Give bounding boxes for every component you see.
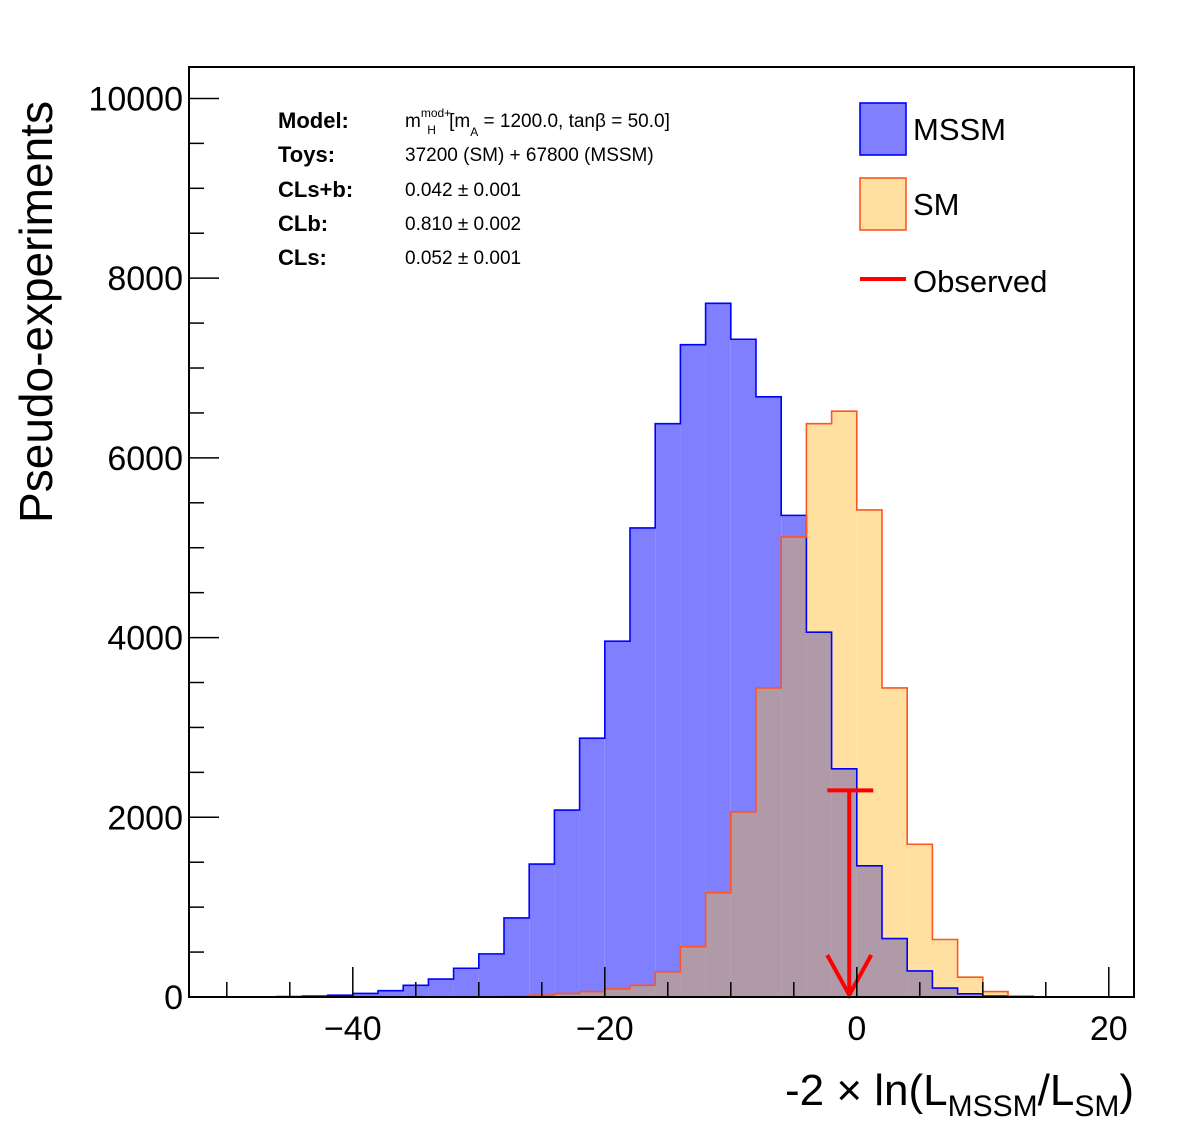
info-value-part: m <box>405 111 421 132</box>
mssm-bin <box>604 641 630 997</box>
info-key: CLb: <box>278 211 328 236</box>
mssm-bin <box>352 993 378 997</box>
overlap-bin <box>781 536 807 997</box>
legend-label: MSSM <box>913 112 1006 147</box>
info-value-part: mod+ <box>421 106 451 120</box>
mssm-bin <box>655 423 681 998</box>
y-tick-label: 0 <box>164 979 183 1017</box>
mssm-bin <box>680 344 706 997</box>
y-tick-label: 4000 <box>107 620 183 658</box>
mssm-bin <box>529 864 555 997</box>
y-tick-label: 10000 <box>88 80 183 118</box>
x-tick-label: −40 <box>324 1010 382 1048</box>
overlap-bin <box>756 687 782 997</box>
y-tick-label: 6000 <box>107 440 183 478</box>
mssm-bin <box>504 917 530 997</box>
x-tick-label: 0 <box>847 1010 866 1048</box>
y-tick-label: 8000 <box>107 260 183 298</box>
observed-arrowhead <box>825 954 873 1000</box>
info-key: Toys: <box>278 142 335 167</box>
info-key: Model: <box>278 108 349 133</box>
info-value: 0.810 ± 0.002 <box>405 214 521 235</box>
x-title-prefix: -2 × ln(L <box>785 1066 948 1115</box>
overlap-bin <box>579 991 605 997</box>
overlap-bin <box>730 811 756 997</box>
info-value: 0.052 ± 0.001 <box>405 248 521 269</box>
overlap-bin <box>705 892 731 997</box>
sm-outline <box>503 410 1034 997</box>
histogram-bins <box>276 302 1034 998</box>
x-axis-title: -2 × ln(LMSSM/LSM) <box>785 1066 1134 1123</box>
plot-frame <box>188 66 1135 998</box>
mssm-bin <box>630 527 656 997</box>
x-tick-label: −20 <box>576 1010 634 1048</box>
overlap-bin <box>882 938 908 997</box>
mssm-legend-swatch <box>859 102 907 156</box>
overlap-bin <box>831 768 857 997</box>
x-title-sub-sm: SM <box>1074 1090 1119 1123</box>
info-key: CLs: <box>278 245 327 270</box>
info-value: 37200 (SM) + 67800 (MSSM) <box>405 145 654 166</box>
mssm-bin <box>378 990 404 997</box>
mssm-bin <box>705 303 731 997</box>
x-title-suffix: ) <box>1119 1066 1134 1115</box>
mssm-bin <box>554 810 580 997</box>
x-title-sub-mssm: MSSM <box>948 1090 1038 1123</box>
mssm-bin <box>453 968 479 997</box>
info-box: Model: mmod+ H [mA = 1200.0, tanβ = 50.0] T… <box>278 106 670 270</box>
overlap-bin <box>554 993 580 997</box>
info-value-part: [m <box>444 111 470 132</box>
legend-label: Observed <box>913 264 1047 299</box>
mssm-bin <box>579 738 605 997</box>
y-tick-label: 2000 <box>107 799 183 837</box>
info-value-part: H <box>427 123 436 137</box>
y-axis-title: Pseudo-experiments <box>10 101 62 523</box>
overlap-bin <box>806 632 832 997</box>
sm-bin <box>957 977 983 997</box>
observed-marker <box>825 788 874 1000</box>
overlap-bin <box>680 946 706 997</box>
legend-label: SM <box>913 187 960 222</box>
mssm-bin <box>478 953 504 997</box>
x-title-mid: /L <box>1038 1066 1075 1115</box>
sm-legend-swatch <box>859 177 907 231</box>
sm-bin <box>982 991 1008 997</box>
overlap-bin <box>604 988 630 997</box>
x-tick-label: 20 <box>1090 1010 1128 1048</box>
info-value: mmod+ H [mA = 1200.0, tanβ = 50.0] <box>405 106 670 139</box>
info-value: 0.042 ± 0.001 <box>405 180 521 201</box>
overlap-bin <box>630 985 656 997</box>
info-key: CLs+b: <box>278 177 353 202</box>
mssm-bin <box>428 979 454 997</box>
overlap-bin <box>932 988 958 997</box>
mssm-outline <box>276 302 1009 998</box>
legend: MSSM SM Observed <box>859 102 1047 299</box>
info-value-part: A <box>470 125 478 139</box>
info-value-part: = 1200.0, tanβ = 50.0] <box>478 111 670 132</box>
axis-ticks: −40 −20 0 20 0 2000 4000 6000 8000 10000 <box>88 80 1127 1048</box>
overlap-bin <box>957 993 983 997</box>
